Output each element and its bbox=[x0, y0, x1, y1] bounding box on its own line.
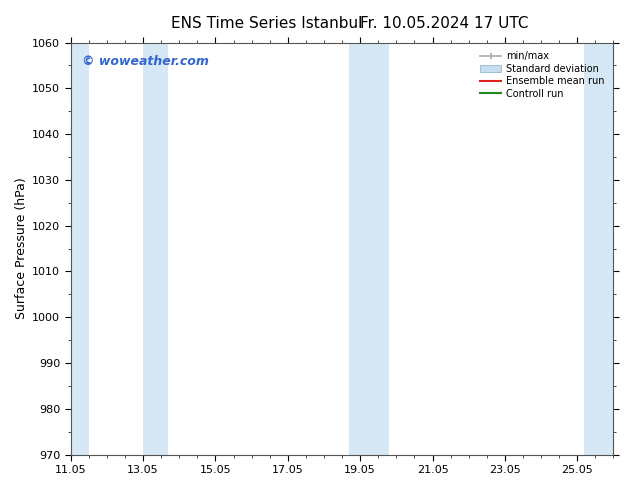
Bar bbox=[585, 43, 614, 455]
Text: © woweather.com: © woweather.com bbox=[82, 55, 209, 68]
Y-axis label: Surface Pressure (hPa): Surface Pressure (hPa) bbox=[15, 178, 28, 319]
Bar bbox=[349, 43, 389, 455]
Text: Fr. 10.05.2024 17 UTC: Fr. 10.05.2024 17 UTC bbox=[359, 16, 528, 31]
Bar bbox=[71, 43, 89, 455]
Bar bbox=[143, 43, 169, 455]
Legend: min/max, Standard deviation, Ensemble mean run, Controll run: min/max, Standard deviation, Ensemble me… bbox=[476, 48, 609, 102]
Text: ENS Time Series Istanbul: ENS Time Series Istanbul bbox=[171, 16, 362, 31]
